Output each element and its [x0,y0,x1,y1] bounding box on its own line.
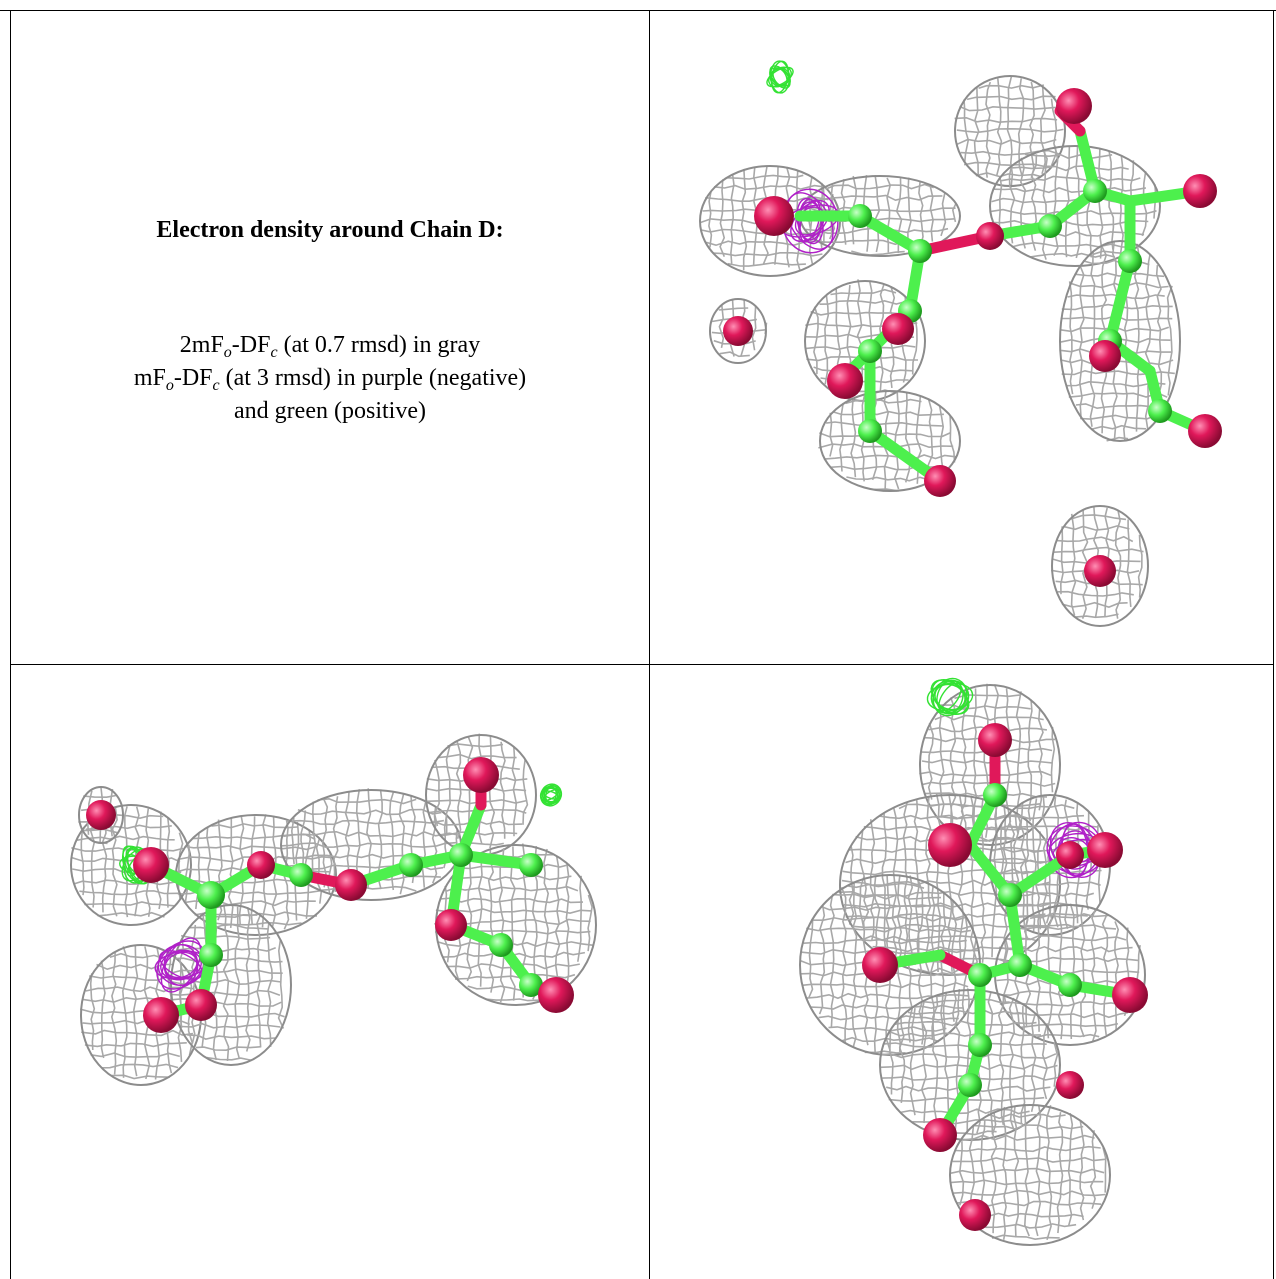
oxygen-atom [862,947,898,983]
carbon-atom [1083,179,1107,203]
oxygen-atom [978,723,1012,757]
positive-difference-mesh [539,783,563,807]
oxygen-atom [754,196,794,236]
oxygen-atom [827,363,863,399]
oxygen-atom [1089,340,1121,372]
caption-title: Electron density around Chain D: [156,217,504,243]
carbon-atom [968,1033,992,1057]
carbon-atom [983,783,1007,807]
oxygen-atom [1056,841,1084,869]
carbon-atom [958,1073,982,1097]
oxygen-atom [1056,88,1092,124]
carbon-atom [519,853,543,877]
carbon-atom [1118,249,1142,273]
oxygen-atom [463,757,499,793]
mesh-2fofc [799,683,1146,1246]
oxygen-atom [133,847,169,883]
oxygen-atom [247,851,275,879]
density-map-image [799,677,1148,1246]
density-view-3 [650,665,1273,1279]
oxygen-atom [538,977,574,1013]
caption-cell: Electron density around Chain D: 2mFo-DF… [11,11,649,664]
caption-legend: 2mFo-DFc (at 0.7 rmsd) in gray mFo-DFc (… [11,329,649,428]
carbon-atom [519,973,543,997]
positive-difference-mesh [766,60,794,94]
density-map-image [70,733,597,1086]
table-border-middle [649,10,650,1279]
oxygen-atom [1056,1071,1084,1099]
legend-line-2fofc: 2mFo-DFc (at 0.7 rmsd) in gray [179,332,481,361]
carbon-atom [1038,214,1062,238]
density-map-image [699,60,1222,627]
carbon-atom [197,881,225,909]
oxygen-atom [185,989,217,1021]
carbon-atom [858,419,882,443]
oxygen-atom [143,997,179,1033]
carbon-atom [289,863,313,887]
legend-line-positive: and green (positive) [234,398,426,424]
oxygen-atom [1112,977,1148,1013]
oxygen-atom [435,909,467,941]
carbon-atom [908,239,932,263]
oxygen-atom [928,823,972,867]
table-row-divider [10,664,1274,665]
oxygen-atom [882,313,914,345]
carbon-atom [998,883,1022,907]
mesh-2fofc [70,733,597,1086]
table-border-top [0,10,1276,11]
table-border-left [10,10,11,1279]
oxygen-atom [1188,414,1222,448]
oxygen-atom [86,800,116,830]
oxygen-atom [976,222,1004,250]
oxygen-atom [335,869,367,901]
oxygen-atom [924,465,956,497]
carbon-atom [848,204,872,228]
table-border-right [1273,10,1274,1279]
carbon-atom [1058,973,1082,997]
carbon-atom [199,943,223,967]
oxygen-atom [1087,832,1123,868]
legend-line-fofc: mFo-DFc (at 3 rmsd) in purple (negative) [133,365,527,394]
oxygen-atom [723,316,753,346]
oxygen-atom [959,1199,991,1231]
oxygen-atom [1084,555,1116,587]
carbon-atom [858,339,882,363]
carbon-atom [1008,953,1032,977]
carbon-atom [1148,399,1172,423]
positive-difference-mesh [926,677,974,717]
negative-difference-mesh [154,937,208,993]
carbon-atom [399,853,423,877]
density-view-2 [11,665,649,1279]
oxygen-atom [923,1118,957,1152]
carbon-atom [489,933,513,957]
carbon-atom [449,843,473,867]
density-view-1 [650,11,1273,664]
carbon-atom [968,963,992,987]
oxygen-atom [1183,174,1217,208]
